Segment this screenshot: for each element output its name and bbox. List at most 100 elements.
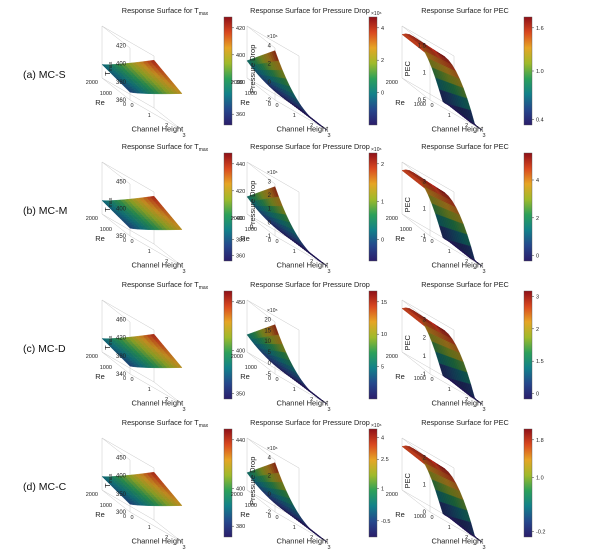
re-tick-label: 1000 [100, 365, 112, 371]
colorbar-tick-label: 10 [381, 332, 387, 338]
colorbar-tick-label: 450 [236, 300, 245, 306]
colorbar [223, 428, 233, 538]
z-tick-label: 360 [116, 98, 127, 104]
z-tick-label: -1 [421, 372, 427, 378]
colorbar [368, 428, 378, 538]
panel-title-sub: max [199, 147, 209, 153]
row-label: (b) MC-M [23, 205, 67, 217]
re-axis-label: Re [95, 372, 105, 381]
z-axis-label-sub: max [108, 197, 114, 207]
re-axis-label: Re [395, 372, 405, 381]
colorbar-tick-label: 380 [236, 524, 245, 530]
colorbar-exponent: ×10⁶ [371, 147, 382, 153]
colorbar-tick-label: 2 [536, 216, 539, 222]
re-tick-label: 1000 [245, 227, 257, 233]
h-axis-label: Channel Height [432, 399, 485, 408]
re-tick-label: 2000 [386, 492, 398, 498]
h-tick-label: 1 [448, 387, 451, 393]
axis-grid-line [246, 213, 276, 237]
z-axis-label: Pressure Drop [248, 457, 257, 505]
h-tick-label: 0 [130, 377, 133, 383]
z-tick-label: 380 [116, 354, 127, 360]
surface-patch [450, 241, 457, 246]
re-axis-label: Re [240, 98, 250, 107]
re-tick-label: 2000 [231, 216, 243, 222]
colorbar-tick-label: -0.2 [536, 530, 545, 536]
h-tick-label: 2 [465, 123, 468, 129]
z-tick-label: 0 [268, 80, 272, 86]
colorbar-tick-label: 3 [536, 294, 539, 300]
h-tick-label: 2 [465, 535, 468, 541]
z-tick-label: 2 [423, 455, 427, 461]
panel-title: Response Surface for Tmax [122, 418, 209, 429]
h-tick-label: 3 [182, 407, 185, 413]
colorbar [523, 16, 533, 126]
axis-grid-line [246, 437, 300, 469]
colorbar-tick-label: 4 [381, 436, 384, 442]
re-tick-label: 2000 [231, 492, 243, 498]
h-tick-label: 0 [130, 515, 133, 521]
re-tick-label: 2000 [86, 354, 98, 360]
colorbar-tick-label: 2 [381, 162, 384, 168]
h-tick-label: 3 [327, 133, 330, 139]
re-tick-label: 1000 [245, 91, 257, 97]
h-tick-label: 0 [130, 103, 133, 109]
h-axis-label: Channel Height [277, 261, 330, 270]
h-axis-label: Channel Height [277, 125, 330, 134]
h-tick-label: 3 [182, 545, 185, 551]
z-tick-label: 340 [116, 372, 127, 378]
z-tick-label: 3 [423, 317, 427, 323]
axis-grid-line [153, 243, 183, 267]
panel-title-sub: max [199, 285, 209, 291]
colorbar [223, 16, 233, 126]
colorbar-tick-label: -0.5 [381, 519, 390, 525]
z-tick-label: 4 [268, 43, 272, 49]
panel-title: Response Surface for PEC [421, 6, 509, 15]
axis-grid-line [401, 437, 455, 469]
colorbar-tick-label: 440 [236, 438, 245, 444]
panel-3-tmax: Response Surface for Tmax 340 380 420 460 Tma… [86, 280, 245, 413]
h-tick-label: 3 [327, 269, 330, 275]
axis-grid-line [153, 107, 183, 131]
z-tick-label: 400 [116, 62, 127, 68]
axis-grid-line [153, 519, 183, 543]
axis-grid-line [429, 99, 483, 131]
colorbar-tick-label: 0 [381, 91, 384, 97]
axis-grid-line [101, 213, 155, 245]
h-axis-label: Channel Height [432, 125, 485, 134]
axis-grid-line [101, 299, 155, 331]
h-tick-label: 0 [275, 103, 278, 109]
z-tick-label: 4 [268, 455, 272, 461]
colorbar-tick-label: 4 [381, 26, 384, 32]
colorbar-tick-label: 360 [236, 254, 245, 260]
h-tick-label: 1 [148, 249, 151, 255]
colorbar-exponent: ×10⁶ [371, 423, 382, 429]
surface-patch [149, 59, 157, 64]
re-tick-label: 1000 [400, 227, 412, 233]
axis-grid-line [101, 437, 131, 461]
z-axis-label: Tmax [103, 335, 114, 350]
panel-title: Response Surface for Tmax [122, 142, 209, 153]
re-tick-label: 1000 [100, 503, 112, 509]
re-tick-label: 1000 [245, 365, 257, 371]
z-tick-label: 420 [116, 43, 127, 49]
panel-3-pec: Response Surface for PEC -1 1 2 3 PEC 1000 2000… [386, 280, 544, 413]
h-tick-label: 3 [482, 133, 485, 139]
re-tick-label: 0 [123, 102, 126, 108]
row-label: (c) MC-D [23, 343, 66, 355]
h-tick-label: 0 [275, 377, 278, 383]
colorbar-tick-label: 400 [236, 486, 245, 492]
row-label: (d) MC-C [23, 481, 67, 493]
re-tick-label: 2000 [386, 354, 398, 360]
colorbar-tick-label: 360 [236, 112, 245, 118]
colorbar-tick-label: 400 [236, 348, 245, 354]
axis-grid-line [101, 161, 155, 193]
h-tick-label: 2 [165, 397, 168, 403]
re-tick-label: 1000 [245, 503, 257, 509]
h-tick-label: 0 [275, 515, 278, 521]
colorbar-tick-label: 1 [381, 200, 384, 206]
z-tick-label: 380 [116, 80, 127, 86]
re-tick-label: 2000 [86, 80, 98, 86]
colorbar [368, 290, 378, 400]
